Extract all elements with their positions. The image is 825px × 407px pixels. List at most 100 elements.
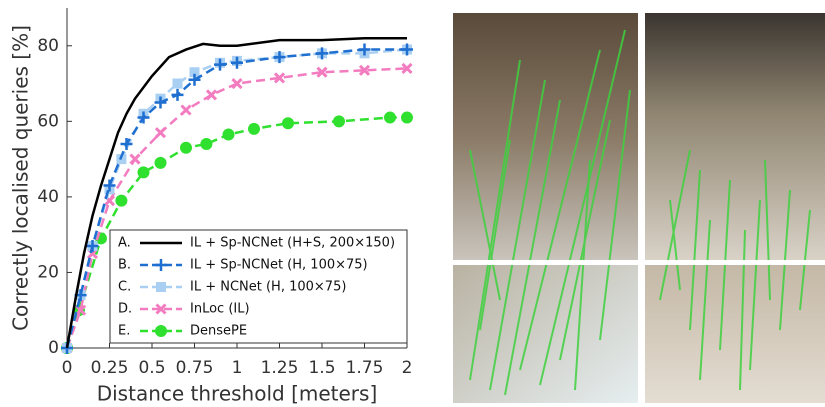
x-tick-label: 0.75 bbox=[176, 358, 214, 378]
photo bbox=[645, 13, 825, 260]
marker-shape bbox=[189, 67, 200, 78]
legend-label: InLoc (IL) bbox=[190, 302, 250, 317]
legend-label: IL + Sp-NCNet (H, 100×75) bbox=[190, 258, 368, 273]
marker bbox=[205, 89, 218, 101]
photo bbox=[645, 265, 825, 403]
marker-shape bbox=[401, 43, 413, 56]
marker bbox=[333, 115, 345, 128]
marker-shape bbox=[103, 179, 116, 192]
marker bbox=[273, 51, 286, 64]
marker-shape bbox=[180, 104, 192, 116]
marker-shape bbox=[180, 141, 192, 154]
marker-shape bbox=[222, 128, 235, 141]
marker bbox=[384, 111, 396, 124]
separator bbox=[453, 260, 825, 265]
marker bbox=[103, 179, 116, 192]
marker bbox=[171, 88, 184, 101]
marker bbox=[154, 96, 167, 109]
marker bbox=[200, 138, 213, 150]
marker-shape bbox=[358, 64, 371, 76]
marker bbox=[358, 64, 371, 76]
y-tick-label: 60 bbox=[37, 111, 59, 131]
marker bbox=[401, 111, 413, 124]
legend-letter: B. bbox=[118, 258, 131, 273]
series-line bbox=[65, 116, 407, 349]
y-tick-label: 80 bbox=[37, 36, 59, 56]
photo bbox=[453, 265, 638, 403]
legend-letter: E. bbox=[118, 324, 130, 339]
marker-shape bbox=[282, 117, 294, 130]
photo-panel bbox=[453, 13, 825, 403]
marker bbox=[401, 62, 413, 75]
marker bbox=[86, 240, 99, 252]
separator bbox=[638, 13, 645, 403]
x-tick-label: 2 bbox=[402, 358, 413, 378]
marker bbox=[282, 117, 294, 130]
marker-shape bbox=[333, 115, 345, 128]
marker bbox=[189, 67, 200, 78]
marker-shape bbox=[205, 89, 218, 101]
marker bbox=[155, 325, 167, 337]
marker-shape bbox=[137, 166, 150, 179]
marker bbox=[137, 166, 150, 179]
marker-shape bbox=[155, 325, 167, 337]
x-tick-label: 0 bbox=[62, 358, 73, 378]
marker bbox=[214, 58, 226, 71]
x-tick-label: 1.5 bbox=[308, 358, 335, 378]
x-tick-label: 0.25 bbox=[91, 358, 129, 378]
marker bbox=[273, 72, 286, 84]
marker-shape bbox=[273, 51, 286, 64]
marker bbox=[248, 122, 260, 135]
x-tick-label: 1 bbox=[232, 358, 243, 378]
marker-shape bbox=[172, 78, 183, 89]
marker bbox=[154, 127, 167, 139]
marker-shape bbox=[137, 111, 150, 124]
marker-shape bbox=[316, 47, 328, 60]
legend-letter: C. bbox=[118, 280, 131, 295]
marker-shape bbox=[200, 138, 213, 150]
marker-shape bbox=[273, 72, 286, 84]
x-tick-label: 1.75 bbox=[346, 358, 384, 378]
marker-shape bbox=[129, 153, 141, 165]
marker bbox=[120, 138, 133, 150]
marker-shape bbox=[358, 43, 371, 56]
marker bbox=[358, 43, 371, 56]
y-tick-label: 0 bbox=[48, 338, 59, 358]
marker bbox=[115, 194, 128, 207]
marker-shape bbox=[115, 194, 128, 207]
x-tick-label: 1.25 bbox=[261, 358, 299, 378]
marker bbox=[401, 43, 413, 56]
legend-letter: A. bbox=[118, 236, 131, 251]
y-axis-label: Correctly localised queries [%] bbox=[9, 25, 33, 331]
y-tick-label: 40 bbox=[37, 187, 59, 207]
marker bbox=[155, 303, 167, 315]
legend-label: IL + NCNet (H, 100×75) bbox=[190, 280, 346, 295]
marker-shape bbox=[154, 127, 167, 139]
marker-shape bbox=[154, 96, 167, 109]
marker-shape bbox=[401, 111, 413, 124]
photo bbox=[453, 13, 638, 260]
y-tick-label: 20 bbox=[37, 262, 59, 282]
marker bbox=[156, 282, 166, 292]
x-axis-label: Distance threshold [meters] bbox=[97, 382, 378, 406]
marker bbox=[129, 153, 141, 165]
marker bbox=[231, 77, 243, 90]
marker bbox=[172, 78, 183, 89]
marker-shape bbox=[120, 138, 133, 150]
marker bbox=[316, 66, 328, 78]
marker-shape bbox=[155, 259, 167, 271]
marker bbox=[231, 56, 243, 69]
marker-shape bbox=[188, 73, 201, 86]
marker-shape bbox=[401, 62, 413, 75]
marker bbox=[155, 259, 167, 271]
marker bbox=[154, 156, 167, 169]
marker-shape bbox=[156, 282, 166, 292]
marker-shape bbox=[155, 303, 167, 315]
marker bbox=[137, 111, 150, 124]
marker-shape bbox=[86, 240, 99, 252]
x-tick-label: 0.5 bbox=[138, 358, 165, 378]
marker-shape bbox=[214, 58, 226, 71]
marker-shape bbox=[154, 156, 167, 169]
legend-label: IL + Sp-NCNet (H+S, 200×150) bbox=[190, 236, 395, 251]
